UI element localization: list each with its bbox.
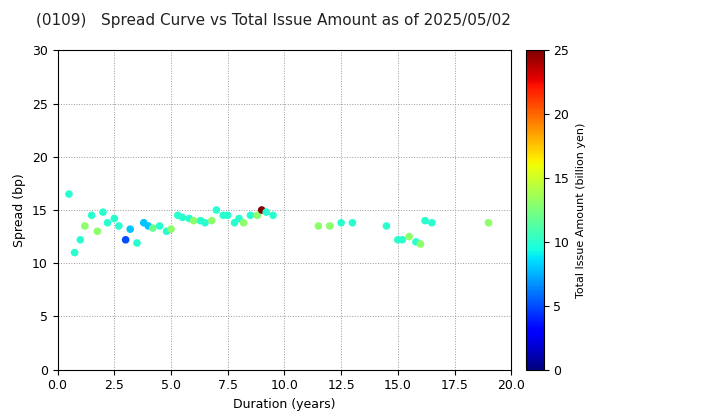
Point bbox=[229, 219, 240, 226]
Point bbox=[251, 212, 263, 219]
Point bbox=[63, 191, 75, 197]
Point bbox=[222, 212, 233, 219]
Y-axis label: Total Issue Amount (billion yen): Total Issue Amount (billion yen) bbox=[576, 122, 586, 298]
Point bbox=[336, 219, 347, 226]
Point bbox=[199, 219, 211, 226]
Point bbox=[419, 217, 431, 224]
Y-axis label: Spread (bp): Spread (bp) bbox=[14, 173, 27, 247]
Point bbox=[125, 226, 136, 233]
Point bbox=[415, 241, 426, 247]
Text: (0109)   Spread Curve vs Total Issue Amount as of 2025/05/02: (0109) Spread Curve vs Total Issue Amoun… bbox=[36, 13, 511, 28]
Point bbox=[154, 223, 166, 229]
Point bbox=[245, 212, 256, 219]
Point bbox=[312, 223, 324, 229]
Point bbox=[238, 219, 249, 226]
Point bbox=[410, 239, 422, 245]
Point bbox=[397, 236, 408, 243]
Point bbox=[194, 217, 206, 224]
Point bbox=[109, 215, 120, 222]
Point bbox=[256, 207, 268, 213]
Point bbox=[261, 209, 272, 215]
Point bbox=[102, 219, 113, 226]
Point bbox=[75, 236, 86, 243]
Point bbox=[324, 223, 336, 229]
Point bbox=[403, 233, 415, 240]
Point bbox=[347, 219, 359, 226]
Point bbox=[426, 219, 438, 226]
Point bbox=[143, 223, 154, 229]
Point bbox=[267, 212, 279, 219]
Point bbox=[184, 215, 195, 222]
Point bbox=[166, 226, 177, 233]
Point bbox=[217, 212, 229, 219]
Point bbox=[233, 215, 245, 222]
Point bbox=[113, 223, 125, 229]
Point bbox=[206, 217, 217, 224]
Point bbox=[79, 223, 91, 229]
Point bbox=[161, 228, 172, 235]
Point bbox=[176, 214, 188, 221]
Point bbox=[138, 219, 150, 226]
Point bbox=[188, 217, 199, 224]
Point bbox=[86, 212, 97, 219]
Point bbox=[210, 207, 222, 213]
Point bbox=[381, 223, 392, 229]
Point bbox=[69, 249, 81, 256]
Point bbox=[97, 209, 109, 215]
Point bbox=[120, 236, 131, 243]
Point bbox=[483, 219, 495, 226]
X-axis label: Duration (years): Duration (years) bbox=[233, 398, 336, 411]
Point bbox=[131, 240, 143, 247]
Point bbox=[172, 212, 184, 219]
Point bbox=[392, 236, 403, 243]
Point bbox=[91, 228, 103, 235]
Point bbox=[147, 225, 158, 231]
